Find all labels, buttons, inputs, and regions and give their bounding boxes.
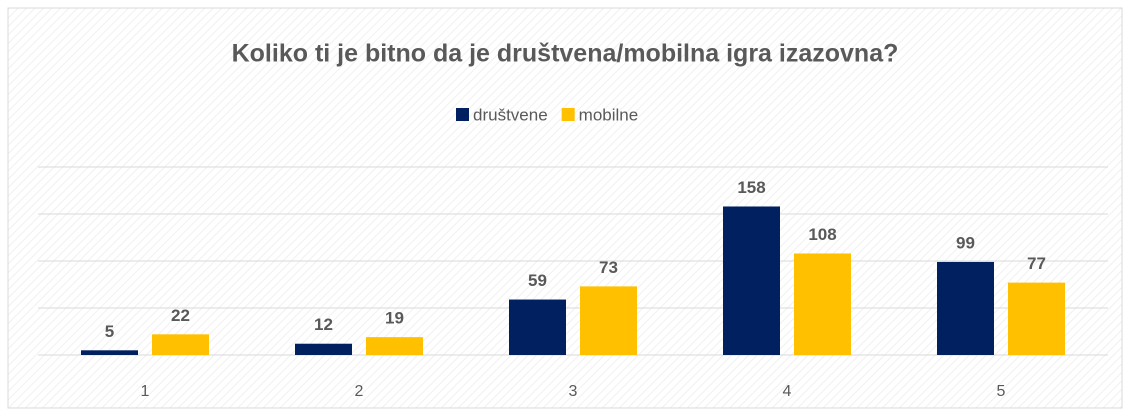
x-tick-label: 2 (355, 383, 364, 400)
bar (1008, 282, 1065, 355)
data-label: 5 (105, 322, 114, 341)
data-label: 73 (599, 258, 618, 277)
data-label: 108 (808, 225, 836, 244)
bar (509, 299, 566, 355)
data-label: 22 (171, 306, 190, 325)
data-label: 59 (528, 271, 547, 290)
bar (81, 350, 138, 355)
data-label: 158 (737, 178, 765, 197)
legend-swatch (561, 108, 575, 121)
legend-swatch (456, 108, 469, 121)
data-label: 19 (385, 309, 404, 328)
data-label: 77 (1027, 254, 1046, 273)
data-label: 99 (956, 233, 975, 252)
x-tick-label: 1 (141, 383, 150, 400)
legend-label: mobilne (579, 105, 639, 124)
chart-title: Koliko ti je bitno da je društvena/mobil… (232, 40, 899, 68)
bar (794, 253, 851, 355)
data-label: 12 (314, 315, 333, 334)
bar (580, 286, 637, 355)
bar (152, 334, 209, 355)
legend-label: društvene (473, 105, 548, 124)
bar (295, 343, 352, 355)
x-tick-label: 3 (569, 383, 578, 400)
bar (937, 261, 994, 355)
bar (366, 337, 423, 355)
x-tick-label: 5 (997, 383, 1006, 400)
x-tick-label: 4 (783, 383, 792, 400)
bar (723, 206, 780, 355)
legend: društvene mobilne (456, 105, 638, 124)
